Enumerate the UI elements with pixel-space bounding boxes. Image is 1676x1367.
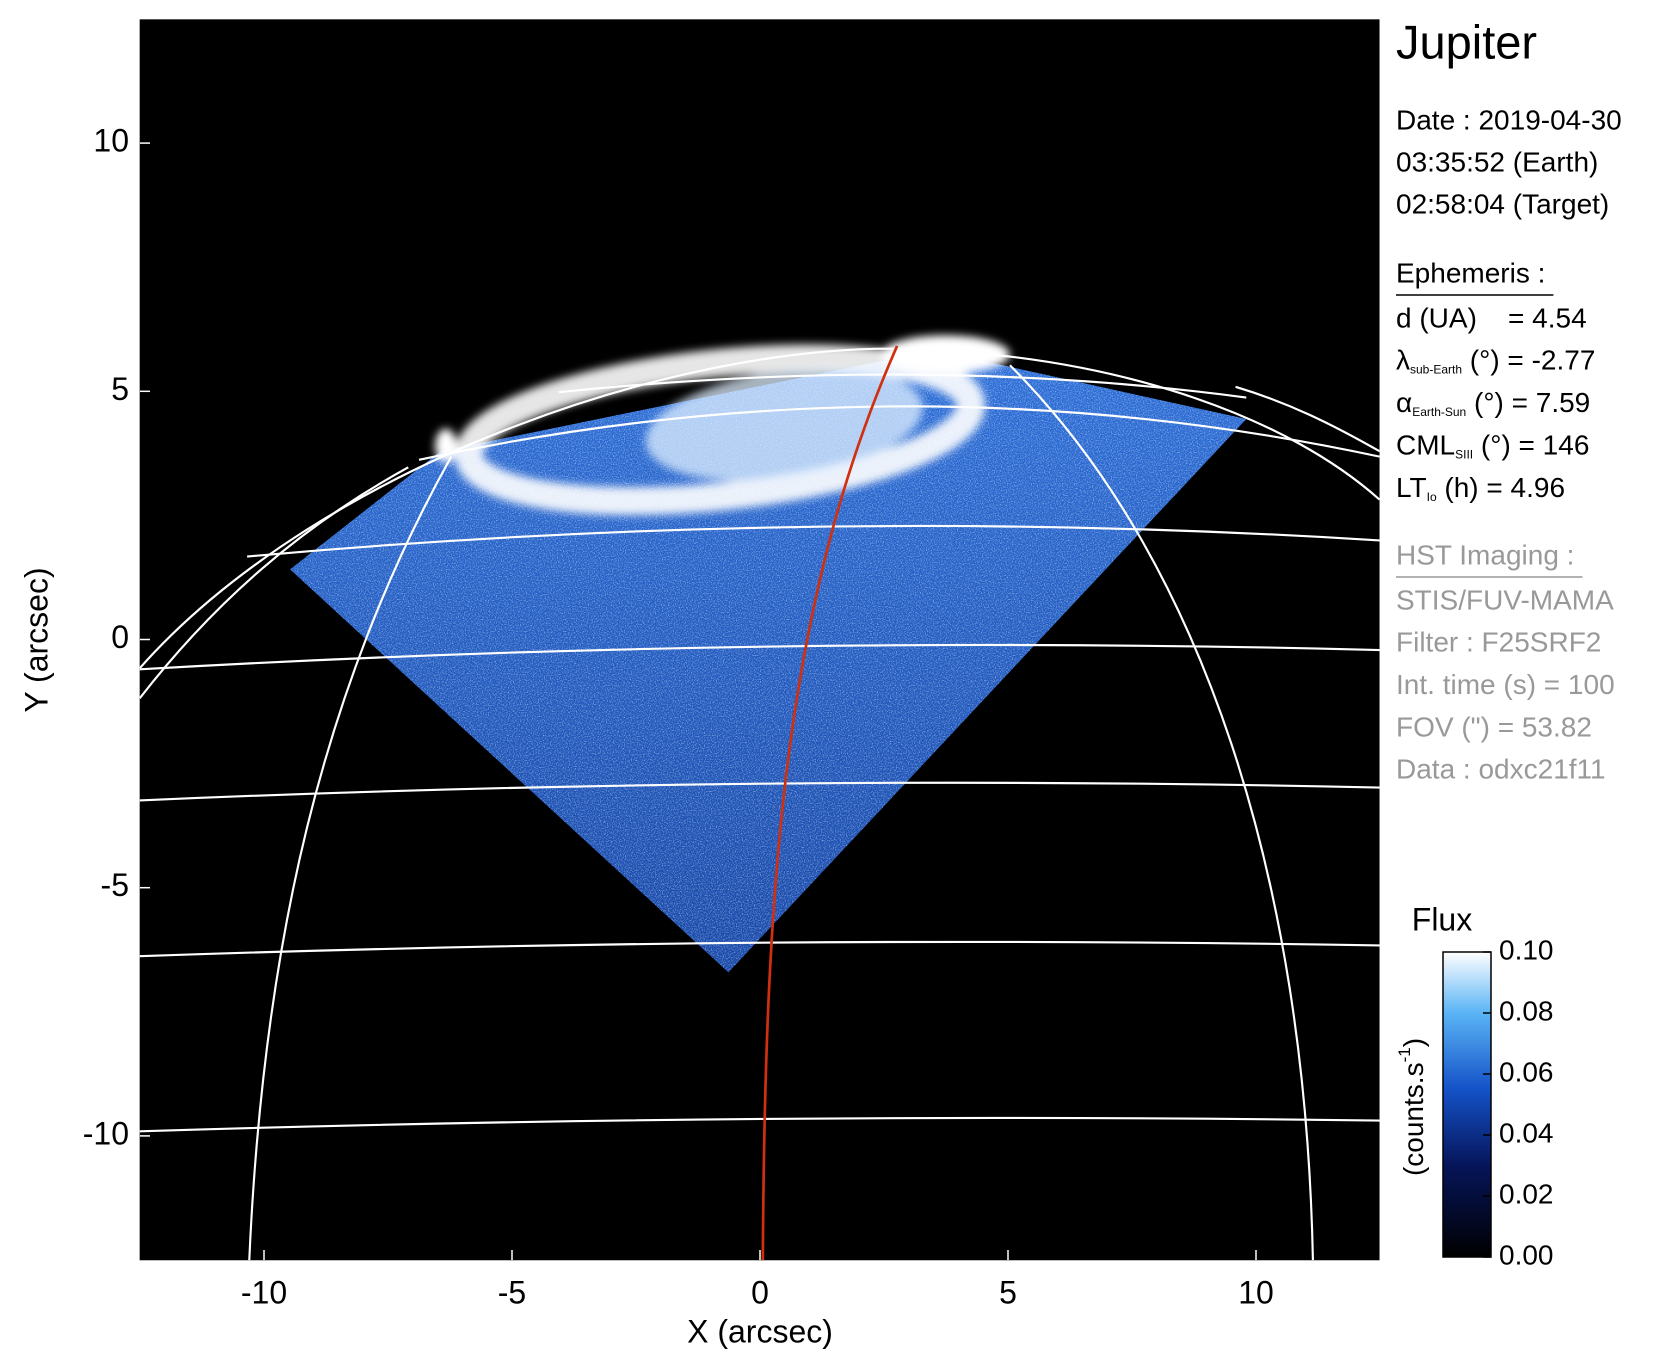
row-symbol: α — [1396, 387, 1412, 418]
colorbar-tick-label: 0.02 — [1499, 1178, 1554, 1209]
colorbar-title: Flux — [1412, 901, 1472, 937]
colorbar-tick-label: 0.00 — [1499, 1239, 1554, 1270]
info-row: STIS/FUV-MAMA — [1396, 584, 1614, 615]
date-line: Date : 2019-04-30 — [1396, 104, 1622, 135]
colorbar-label-text: (counts.s — [1398, 1062, 1429, 1176]
section-heading: Ephemeris : — [1396, 257, 1545, 288]
x-tick-label: -5 — [498, 1274, 526, 1310]
row-subscript: Io — [1427, 490, 1437, 504]
row-subscript: SIII — [1455, 448, 1473, 462]
info-row: d (UA) = 4.54 — [1396, 302, 1587, 333]
colorbar-label: (counts.s-1) — [1395, 1038, 1429, 1176]
info-row: LTIo (h) = 4.96 — [1396, 472, 1565, 504]
row-rest: (h) = 4.96 — [1437, 472, 1565, 503]
date-line: 03:35:52 (Earth) — [1396, 146, 1598, 177]
row-rest: (°) = 7.59 — [1466, 387, 1590, 418]
info-row: λsub-Earth (°) = -2.77 — [1396, 345, 1595, 377]
colorbar — [1442, 951, 1492, 1258]
colorbar-tick-label: 0.08 — [1499, 995, 1554, 1026]
colorbar-label-end: ) — [1398, 1038, 1429, 1047]
y-tick-label: -5 — [101, 867, 129, 903]
colorbar-tick-label: 0.10 — [1499, 934, 1554, 965]
row-symbol: LT — [1396, 472, 1427, 503]
title: Jupiter — [1396, 15, 1537, 68]
x-tick-label: 0 — [751, 1274, 769, 1310]
image-layer — [139, 19, 1380, 1261]
y-tick-label: -10 — [83, 1115, 129, 1151]
row-rest: (°) = 146 — [1473, 430, 1589, 461]
x-tick-label: -10 — [241, 1274, 287, 1310]
info-row: Int. time (s) = 100 — [1396, 669, 1615, 700]
planet-grid — [139, 347, 1380, 1261]
row-rest: (°) = -2.77 — [1462, 345, 1595, 376]
colorbar-label-sup: -1 — [1395, 1047, 1414, 1062]
x-tick-label: 10 — [1238, 1274, 1274, 1310]
y-axis-label: Y (arcsec) — [18, 567, 54, 712]
date-line: 02:58:04 (Target) — [1396, 188, 1609, 219]
section-heading: HST Imaging : — [1396, 539, 1574, 570]
row-symbol: CML — [1396, 430, 1455, 461]
colorbar-tick-label: 0.06 — [1499, 1056, 1554, 1087]
reference-meridian — [761, 345, 899, 1261]
image-content — [139, 335, 1380, 1261]
info-row: αEarth-Sun (°) = 7.59 — [1396, 387, 1590, 419]
info-row: FOV (") = 53.82 — [1396, 711, 1592, 742]
y-tick-label: 0 — [111, 619, 129, 655]
info-row: Data : odxc21f11 — [1396, 754, 1606, 785]
colorbar-tick-label: 0.04 — [1499, 1117, 1554, 1148]
y-tick-label: 10 — [93, 123, 129, 159]
y-tick-label: 5 — [111, 371, 129, 407]
aurora — [435, 335, 1010, 516]
row-subscript: sub-Earth — [1410, 363, 1462, 377]
x-tick-label: 5 — [999, 1274, 1017, 1310]
info-row: Filter : F25SRF2 — [1396, 627, 1601, 658]
info-row: CMLSIII (°) = 146 — [1396, 430, 1589, 462]
row-symbol: λ — [1396, 345, 1410, 376]
row-subscript: Earth-Sun — [1412, 405, 1466, 419]
x-axis-label: X (arcsec) — [687, 1313, 833, 1349]
